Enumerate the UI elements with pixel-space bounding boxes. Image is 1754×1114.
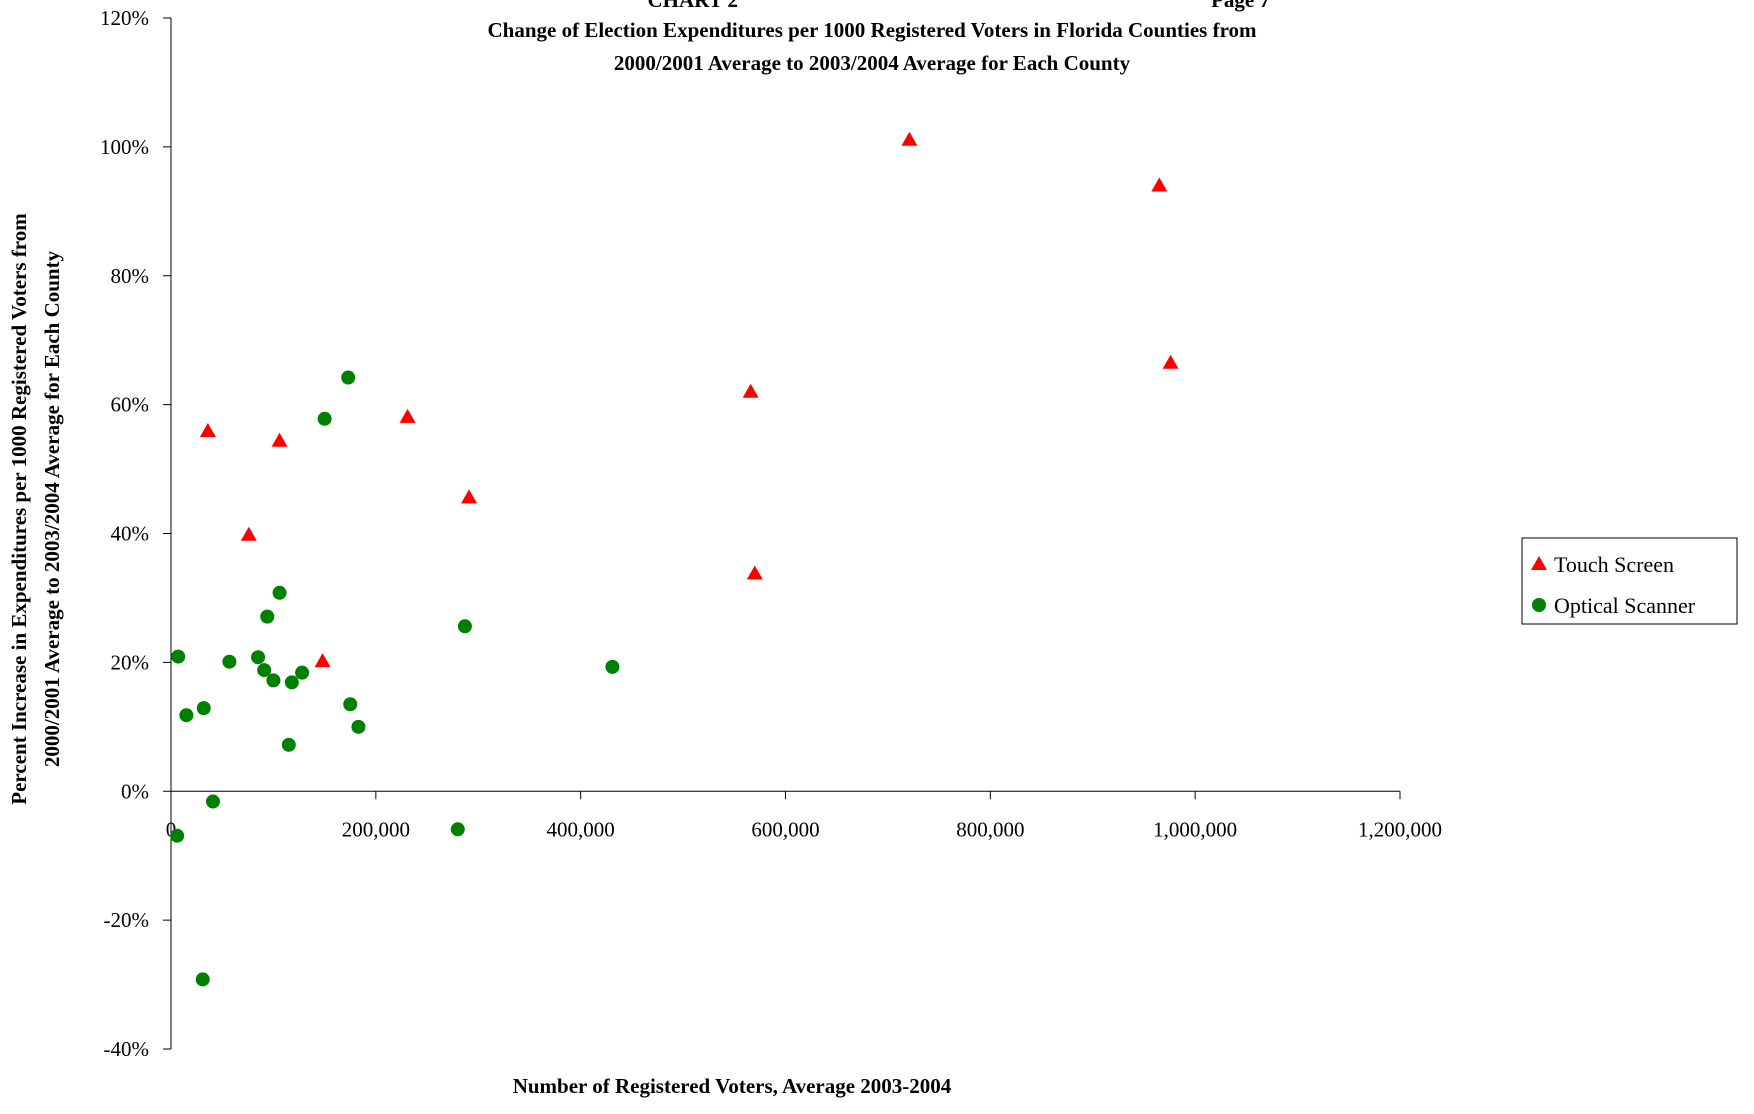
touch-screen-point <box>461 489 478 504</box>
y-tick-label: -20% <box>104 908 150 932</box>
touch-screen-point <box>1151 177 1168 192</box>
series-touch-screen <box>199 131 1179 668</box>
chart-title-line-1: Change of Election Expenditures per 1000… <box>487 18 1257 42</box>
x-tick-label: 800,000 <box>956 817 1024 841</box>
optical-scanner-point <box>195 972 210 987</box>
legend-box <box>1521 537 1738 625</box>
legend-marker-touch-screen <box>1531 556 1547 570</box>
legend-label: Optical Scanner <box>1554 593 1696 618</box>
touch-screen-point <box>742 383 759 398</box>
y-tick-label: 100% <box>100 135 149 159</box>
y-tick-label: 40% <box>111 522 150 546</box>
x-tick-label: 200,000 <box>342 817 410 841</box>
touch-screen-point <box>1162 354 1179 369</box>
touch-screen-point <box>746 565 763 580</box>
y-tick-label: -40% <box>104 1037 150 1061</box>
optical-scanner-point <box>257 663 272 678</box>
x-tick-label: 400,000 <box>547 817 615 841</box>
legend-items: Touch Screen Optical Scanner <box>1531 552 1696 618</box>
optical-scanner-point <box>343 697 358 712</box>
optical-scanner-point <box>351 719 366 734</box>
x-tick-label: 1,000,000 <box>1153 817 1237 841</box>
optical-scanner-point <box>205 794 220 809</box>
axes <box>170 18 1400 1049</box>
touch-screen-point <box>901 131 918 146</box>
optical-scanner-point <box>179 708 194 723</box>
y-tick-label: 0% <box>121 779 149 803</box>
series-optical-scanner <box>170 370 620 987</box>
optical-scanner-point <box>284 675 299 690</box>
optical-scanner-point <box>170 828 185 843</box>
touch-screen-point <box>399 408 416 423</box>
optical-scanner-point <box>260 609 275 624</box>
optical-scanner-point <box>281 737 296 752</box>
legend-marker-optical-scanner <box>1532 598 1546 612</box>
optical-scanner-point <box>317 411 332 426</box>
optical-scanner-point <box>171 649 186 664</box>
header-right: Page 7 <box>1211 0 1270 12</box>
x-axis-ticks: 0 200,000 400,000 600,000 800,000 1,000,000 1,… <box>166 791 1442 841</box>
data-points <box>170 131 1179 987</box>
touch-screen-point <box>314 653 331 668</box>
chart-header: CHART 2 Page 7 Change of Election Expend… <box>487 0 1270 75</box>
optical-scanner-point <box>295 665 310 680</box>
y-tick-label: 60% <box>111 393 150 417</box>
x-tick-label: 0 <box>166 817 177 841</box>
optical-scanner-point <box>341 370 356 385</box>
optical-scanner-point <box>251 650 266 665</box>
y-axis-ticks: -40% -20% 0% 20% 40% 60% 80% 100% 120% <box>100 6 171 1061</box>
optical-scanner-point <box>450 822 465 837</box>
x-tick-label: 1,200,000 <box>1358 817 1442 841</box>
y-axis-title-line-2: 2000/2001 Average to 2003/2004 Average f… <box>40 250 64 767</box>
touch-screen-point <box>240 526 257 541</box>
touch-screen-point <box>271 432 288 447</box>
y-axis-title-line-1: Percent Increase in Expenditures per 100… <box>7 213 31 805</box>
y-tick-label: 20% <box>111 650 150 674</box>
optical-scanner-point <box>457 619 472 634</box>
y-tick-label: 80% <box>111 264 150 288</box>
header-left: CHART 2 <box>648 0 738 12</box>
optical-scanner-point <box>272 585 287 600</box>
legend-label: Touch Screen <box>1554 552 1674 577</box>
x-axis-title: Number of Registered Voters, Average 200… <box>513 1074 952 1098</box>
optical-scanner-point <box>266 673 281 688</box>
touch-screen-point <box>199 423 216 438</box>
y-axis-title: Percent Increase in Expenditures per 100… <box>7 213 64 805</box>
y-tick-label: 120% <box>100 6 149 30</box>
optical-scanner-point <box>196 701 211 716</box>
optical-scanner-point <box>605 659 620 674</box>
chart-title-line-2: 2000/2001 Average to 2003/2004 Average f… <box>614 51 1131 75</box>
optical-scanner-point <box>222 654 237 669</box>
x-tick-label: 600,000 <box>751 817 819 841</box>
legend: Touch Screen Optical Scanner <box>1521 537 1738 625</box>
